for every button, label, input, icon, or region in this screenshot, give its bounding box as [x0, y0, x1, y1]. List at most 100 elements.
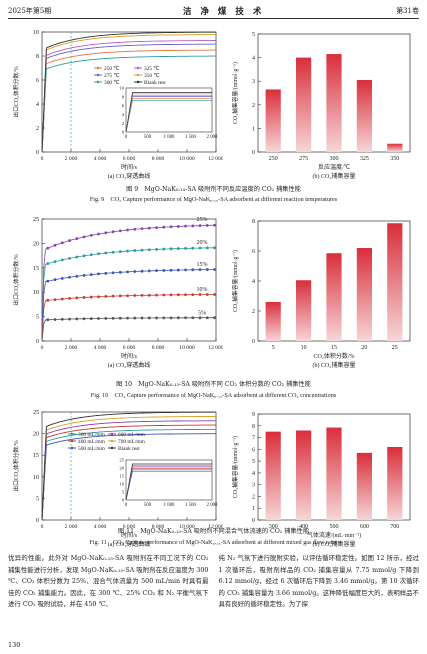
fig9a-xtick-label: 2 000 [65, 156, 78, 162]
fig10a-series-line [41, 317, 216, 342]
fig11a-inset-series-line [125, 465, 212, 501]
fig10a-series-point [213, 268, 216, 271]
fig10a-series-point [205, 268, 209, 271]
fig11a-series-line [41, 424, 216, 521]
fig11b-bar [296, 430, 312, 520]
fig10a-series-point [118, 316, 122, 320]
fig10a-series-line [41, 269, 216, 342]
fig11a-caption: (a) CO₂穿透曲线 [108, 540, 151, 548]
fig11b-caption: (b) CO₂捕集容量 [313, 540, 356, 548]
fig10a-series-point [155, 316, 158, 320]
fig11a-xtick-label: 8 000 [152, 524, 165, 530]
fig10a-series-point [198, 293, 202, 296]
fig11b-xtick-label: 300 [269, 524, 278, 530]
fig11b-ytick-label: 7 [252, 436, 255, 442]
fig11b-ytick-label: 0 [252, 518, 255, 524]
fig10a-ytick-label: 15 [33, 266, 39, 272]
fig10a-series-point [60, 241, 64, 245]
fig10a-series-point [176, 268, 180, 272]
fig10a-xtick-label: 12 000 [208, 345, 223, 351]
fig10a-series-point [198, 316, 202, 320]
fig10a-series-point [162, 225, 166, 229]
fig10a-series-point [68, 297, 71, 300]
fig10a-series-point [140, 293, 144, 297]
fig10b-bar [387, 223, 403, 341]
fig9b-ytick-label: 2 [252, 103, 255, 109]
fig10a-series-point [133, 249, 137, 252]
fig11a-ytick-label: 10 [33, 475, 39, 481]
fig10a-series-point [82, 235, 86, 239]
fig9a-inset-series-line [125, 96, 212, 133]
fig11a-xtick-label: 12 000 [208, 524, 223, 530]
figure-11: 0 5 10 15 20 25 0 2 000 4 000 6 000 8 000 10 000 12 … [0, 404, 427, 554]
fig10a-series-line [41, 224, 217, 342]
fig10a-series-point [53, 278, 57, 282]
fig9a-ytick-label: 2 [36, 126, 39, 132]
fig10a-series-point [82, 254, 86, 258]
fig10a-series-point [82, 273, 86, 277]
fig11b-xtick-label: 600 [360, 524, 369, 530]
fig9a-xtick-label: 8 000 [152, 156, 165, 162]
fig11a-ytick-label: 5 [36, 496, 39, 502]
fig10a-series-label: 10% [197, 287, 208, 293]
fig10a-series-point [140, 248, 144, 252]
fig11a-legend-marker [70, 446, 74, 450]
fig10a-series-point [198, 224, 202, 228]
fig11a-inset-series-line [125, 467, 212, 501]
fig11a-ytick-label: 25 [33, 410, 39, 416]
fig11b-ylabel: CO₂捕集容量/(mmol·g⁻¹) [231, 436, 239, 498]
page-header: 2025年第5期 洁 净 煤 技 术 第31卷 [8, 5, 419, 17]
fig9a-legend-marker [136, 80, 140, 84]
fig9a-ytick-label: 8 [36, 54, 39, 60]
fig10a-series-point [162, 293, 166, 297]
fig10a-series-point [89, 273, 93, 277]
fig10a-xtick-label: 2 000 [65, 345, 78, 351]
fig11-caption-cn: 图 11 MgO-NaK₀.₁₅-SA 吸附剂不同混合气体流速的 CO₂ 捕集性… [117, 528, 310, 535]
fig10a-series-point [184, 246, 187, 250]
fig10a-series-point [176, 316, 180, 320]
fig10a-series-point [198, 246, 202, 250]
fig9a-legend-label: 325 ℃ [144, 66, 160, 72]
fig10a-ylabel: 出口CO₂体积分数/% [12, 254, 20, 305]
fig9a-inset-ytick-label: 2 [122, 121, 125, 126]
fig10b-bar [265, 302, 281, 341]
fig10b-ytick-label: 6 [252, 249, 255, 255]
fig10a-series-point [126, 270, 129, 274]
fig10a-series-point [53, 243, 57, 247]
fig10a-series-point [60, 277, 64, 280]
fig11b-xlabel: 气体流速/(mL·min⁻¹) [307, 531, 361, 539]
fig9a-xtick-label: 0 [41, 156, 44, 162]
fig10a-series-point [111, 316, 115, 320]
fig9a-series-line [41, 55, 216, 153]
fig10-caption-cn: 图 10 MgO-NaK₀.₁₅-SA 吸附剂不同 CO₂ 体积分数的 CO₂ … [116, 381, 311, 388]
fig9a-ytick-label: 0 [36, 150, 39, 156]
fig10a-series-point [191, 316, 195, 320]
fig9a-inset-series-line [125, 92, 212, 133]
fig9b-ytick-label: 4 [252, 56, 255, 62]
fig10a-series-point [155, 293, 158, 297]
fig11-caption-en: Fig. 11 CO₂ Capture performance of MgO-N… [89, 539, 338, 546]
fig9b-bar [326, 54, 342, 152]
fig9b-xtick-label: 300 [330, 156, 339, 162]
fig9a-inset-xtick-label: 1 500 [185, 135, 196, 140]
fig10a-series-point [213, 223, 216, 227]
fig10a-series-point [68, 317, 71, 321]
fig9b-xtick-label: 250 [269, 156, 278, 162]
fig10a-series-point [53, 298, 57, 302]
fig10b-bar [356, 248, 372, 341]
fig9a-ytick-label: 10 [33, 30, 39, 36]
fig10a-series-label: 15% [197, 262, 208, 268]
fig11a-legend-marker [70, 432, 74, 436]
fig10a-series-point [118, 270, 122, 274]
fig11b-bar [265, 431, 281, 520]
fig9a-series-line [41, 40, 216, 153]
fig10a-series-point [184, 293, 187, 297]
fig10a-series-point [191, 224, 195, 228]
fig9-caption-en: Fig. 9 CO₂ Capture performance of MgO-Na… [89, 196, 338, 203]
fig10a-series-point [82, 296, 86, 299]
fig11a-inset-series-line [125, 466, 212, 501]
fig9a-legend-marker [96, 66, 100, 70]
fig10a-series-line [41, 294, 216, 342]
fig9a-caption: (a) CO₂穿透曲线 [108, 172, 151, 180]
fig10a-series-point [213, 246, 216, 250]
